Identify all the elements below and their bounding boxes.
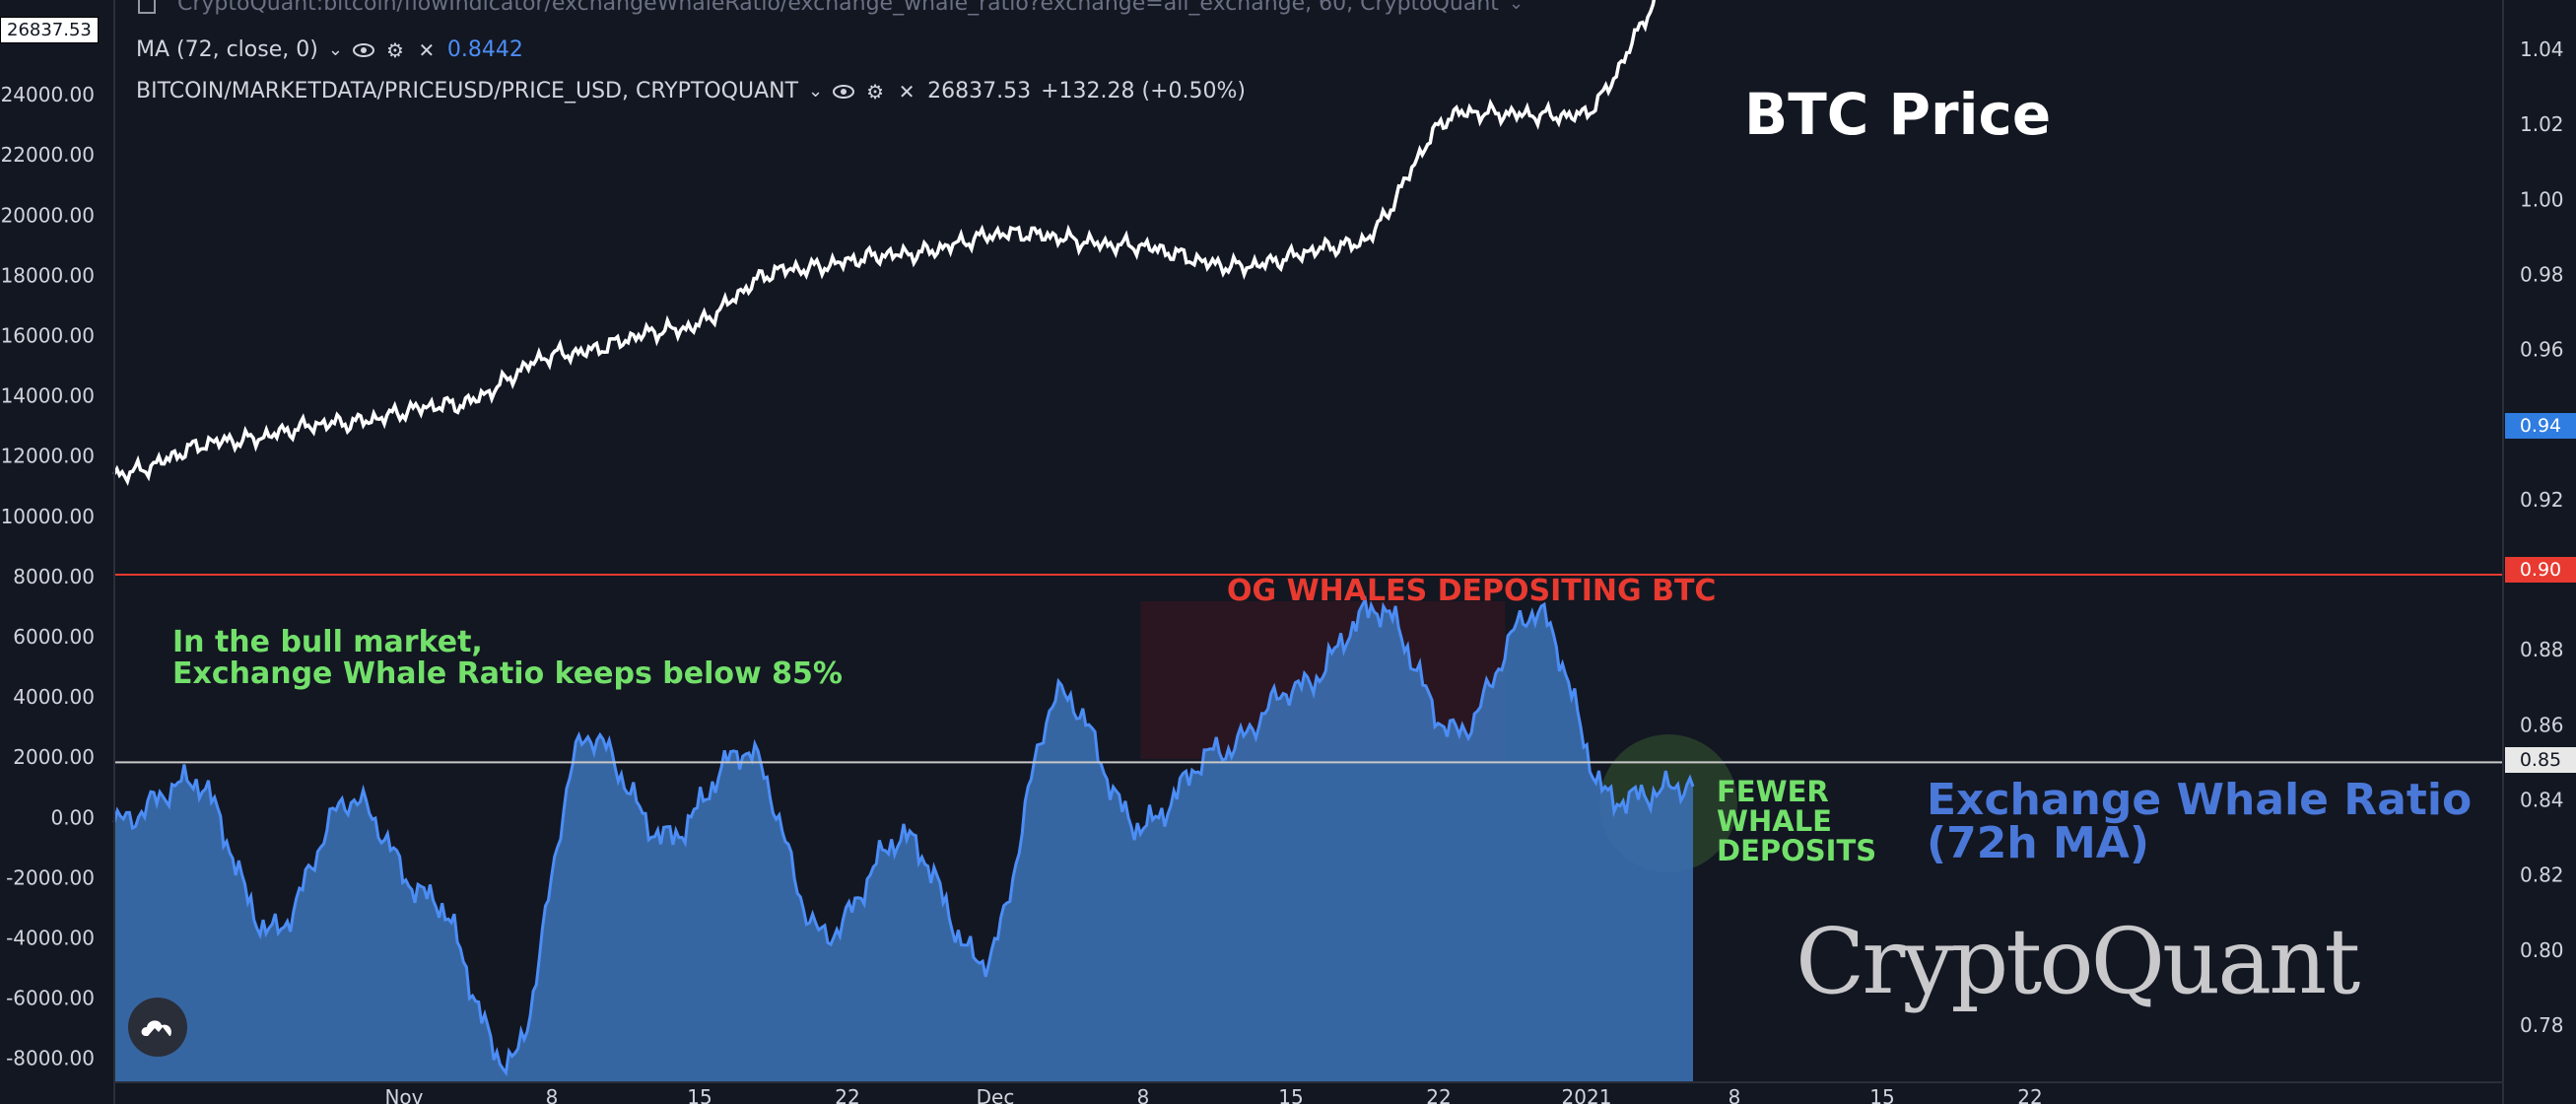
x-tick-label: 15 [1278, 1085, 1303, 1104]
left-tick-label: -8000.00 [6, 1047, 95, 1070]
bull-market-annotation: In the bull market, Exchange Whale Ratio… [172, 627, 843, 690]
left-tick-label: 20000.00 [1, 203, 95, 227]
fewer-line-1: FEWER [1717, 775, 1829, 808]
fewer-line-2: WHALE [1717, 804, 1832, 838]
btc-price-annotation: BTC Price [1744, 81, 2052, 148]
left-tick-label: 18000.00 [1, 263, 95, 287]
right-tick-label: 0.86 [2520, 713, 2564, 736]
ratio-annotation: Exchange Whale Ratio (72h MA) [1927, 779, 2472, 865]
x-tick-label: 8 [1137, 1085, 1150, 1104]
eye-icon[interactable] [352, 39, 374, 61]
bull-market-line-1: In the bull market, [172, 625, 483, 659]
right-tick-label: 0.82 [2520, 863, 2564, 887]
chevron-down-icon[interactable]: ⌄ [327, 39, 343, 60]
legend-ma-value: 0.8442 [446, 37, 523, 62]
cryptoquant-logo: CryptoQuant [1796, 909, 2360, 1014]
legend-price-value: 26837.53 [927, 79, 1032, 104]
left-tick-label: 6000.00 [13, 625, 95, 649]
right-axis-tag-threshold: 0.85 [2505, 747, 2576, 773]
left-tick-label: 12000.00 [1, 445, 95, 468]
right-tick-label: 1.04 [2520, 37, 2564, 61]
x-tick-label: 2021 [1562, 1085, 1612, 1104]
chevron-down-icon[interactable]: ⌄ [1508, 0, 1525, 14]
right-tick-label: 0.92 [2520, 488, 2564, 512]
legend-ma-label: MA (72, close, 0) [136, 37, 318, 62]
gear-icon[interactable]: ⚙ [866, 79, 885, 104]
x-tick-label: 8 [1729, 1085, 1741, 1104]
ratio-line-1: Exchange Whale Ratio [1927, 775, 2473, 825]
x-tick-label: 15 [1869, 1085, 1894, 1104]
right-tick-label: 0.84 [2520, 789, 2564, 812]
ratio-line-2: (72h MA) [1927, 818, 2149, 868]
close-icon[interactable]: ✕ [898, 79, 915, 104]
bull-market-line-2: Exchange Whale Ratio keeps below 85% [172, 656, 843, 691]
x-tick-label: 22 [2017, 1085, 2042, 1104]
left-tick-label: -4000.00 [6, 927, 95, 950]
chevron-down-icon[interactable]: ⌄ [808, 81, 824, 102]
left-tick-label: 2000.00 [13, 745, 95, 769]
x-tick-label: 15 [687, 1085, 712, 1104]
right-axis-tag-current: 0.94 [2505, 413, 2576, 439]
left-tick-label: -2000.00 [6, 865, 95, 889]
price-line [112, 0, 1657, 487]
right-axis-tag-red-line: 0.90 [2505, 557, 2576, 583]
ratio-line [112, 594, 1695, 1077]
legend-title-row: CryptoQuant:bitcoin/flowIndicator/exchan… [177, 0, 1524, 16]
left-tick-label: 0.00 [50, 805, 95, 829]
legend-ma-row: MA (72, close, 0) ⌄ ⚙ ✕ 0.8442 [136, 37, 523, 62]
right-tick-label: 0.78 [2520, 1013, 2564, 1037]
left-tick-label: 14000.00 [1, 384, 95, 408]
left-tick-label: 10000.00 [1, 505, 95, 528]
fewer-deposits-annotation: FEWER WHALE DEPOSITS [1717, 777, 1876, 865]
eye-icon[interactable] [833, 81, 855, 103]
ratio-area [114, 599, 1693, 1082]
right-tick-label: 0.80 [2520, 938, 2564, 962]
right-tick-label: 1.02 [2520, 112, 2564, 136]
fewer-line-3: DEPOSITS [1717, 834, 1877, 867]
right-tick-label: 0.88 [2520, 638, 2564, 661]
x-tick-label: 22 [835, 1085, 859, 1104]
legend-price-row: BITCOIN/MARKETDATA/PRICEUSD/PRICE_USD, C… [136, 79, 1246, 104]
left-tick-label: -6000.00 [6, 987, 95, 1010]
left-tick-label: 8000.00 [13, 565, 95, 588]
left-tick-label: 4000.00 [13, 685, 95, 709]
right-tick-label: 0.98 [2520, 262, 2564, 286]
right-tick-label: 0.96 [2520, 338, 2564, 362]
legend-price-change: +132.28 (+0.50%) [1041, 79, 1247, 104]
left-tick-label: 22000.00 [1, 143, 95, 167]
x-tick-label: Dec [977, 1085, 1015, 1104]
legend-title-text: CryptoQuant:bitcoin/flowIndicator/exchan… [177, 0, 1499, 16]
right-tick-label: 1.00 [2520, 187, 2564, 211]
close-icon[interactable]: ✕ [418, 37, 436, 62]
x-tick-label: Nov [384, 1085, 423, 1104]
og-whales-annotation: OG WHALES DEPOSITING BTC [1227, 574, 1717, 608]
legend-price-label: BITCOIN/MARKETDATA/PRICEUSD/PRICE_USD, C… [136, 79, 799, 104]
left-tick-label: 16000.00 [1, 324, 95, 348]
x-tick-label: 22 [1426, 1085, 1451, 1104]
price-axis-tag: 26837.53 [0, 17, 99, 43]
cloud-mountain-icon[interactable] [128, 998, 187, 1057]
collapse-pane-button[interactable] [138, 0, 156, 14]
gear-icon[interactable]: ⚙ [385, 37, 404, 62]
left-tick-label: 24000.00 [1, 83, 95, 106]
x-tick-label: 8 [546, 1085, 559, 1104]
